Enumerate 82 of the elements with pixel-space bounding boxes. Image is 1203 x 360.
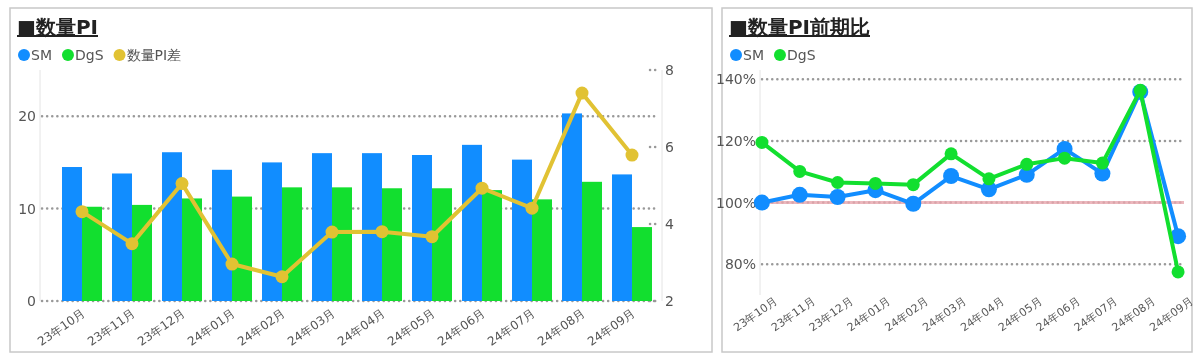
point [425, 230, 439, 244]
bar [182, 198, 202, 301]
bar [332, 187, 352, 301]
legend-label: 数量PI差 [126, 47, 182, 63]
y-tick-label: 10 [18, 200, 36, 217]
y2-tick-label: 6 [665, 139, 674, 155]
bar [82, 206, 102, 301]
x-tick-label: 24年08月 [535, 305, 588, 349]
point [791, 186, 808, 203]
point [175, 177, 189, 191]
x-tick-label: 24年09月 [585, 305, 638, 349]
point [906, 178, 920, 192]
point [275, 270, 289, 284]
x-tick-label: 24年06月 [435, 305, 488, 349]
bar [112, 173, 132, 301]
x-tick-label: 24年05月 [385, 305, 438, 349]
bar [282, 187, 302, 301]
point [375, 225, 389, 239]
y-tick-label: 120% [715, 132, 756, 149]
bar [212, 169, 232, 301]
y-tick-label: 20 [18, 108, 36, 125]
point [1171, 265, 1185, 279]
point [982, 172, 996, 186]
y2-tick-label: 8 [665, 62, 674, 78]
point [225, 257, 239, 271]
x-tick-label: 24年01月 [185, 305, 238, 349]
legend-label: DgS [74, 47, 104, 63]
y2-tick-label: 2 [665, 293, 674, 309]
bar [582, 181, 602, 301]
bar [412, 155, 432, 301]
point [125, 237, 139, 251]
bar [482, 190, 502, 301]
x-tick-label: 24年04月 [335, 305, 388, 349]
point [905, 195, 922, 212]
point [625, 148, 639, 162]
legend-label: SM [31, 47, 52, 63]
bar [162, 152, 182, 301]
point [829, 188, 846, 205]
point [1095, 156, 1109, 170]
point [943, 168, 960, 185]
x-tick-label: 23年12月 [135, 305, 188, 349]
bar [362, 153, 382, 301]
x-tick-label: 24年02月 [235, 305, 288, 349]
bar [562, 113, 582, 301]
y-tick-label: 0 [27, 293, 36, 309]
bar [382, 188, 402, 301]
y-tick-label: 80% [724, 256, 756, 273]
point [75, 205, 89, 219]
point [944, 147, 958, 161]
chart-title: ■数量PI [17, 15, 98, 39]
chart-title: ■数量PI前期比 [729, 15, 870, 39]
bar [232, 196, 252, 301]
bar [312, 153, 332, 301]
point [868, 176, 882, 190]
point [831, 176, 845, 189]
y-tick-label: 140% [715, 71, 756, 88]
x-tick-label: 24年07月 [485, 305, 538, 349]
x-tick-label: 23年10月 [35, 305, 88, 349]
legend-label: DgS [786, 47, 816, 63]
x-tick-label: 23年11月 [85, 305, 138, 349]
bar [512, 159, 532, 301]
bar [132, 204, 152, 301]
point [475, 181, 489, 195]
point [1058, 151, 1072, 165]
bar [532, 199, 552, 301]
bar [632, 227, 652, 301]
point [793, 164, 807, 178]
point [525, 201, 539, 215]
bar [262, 162, 282, 301]
point [755, 135, 769, 149]
bar [432, 188, 452, 301]
point [1020, 157, 1034, 171]
point [753, 194, 770, 211]
bar [62, 167, 82, 301]
point [575, 86, 589, 100]
point [325, 225, 339, 239]
bar [462, 144, 482, 301]
legend-label: SM [743, 47, 764, 63]
y-tick-label: 100% [715, 194, 756, 211]
x-tick-label: 24年03月 [285, 305, 338, 349]
bar [612, 174, 632, 301]
y2-tick-label: 4 [665, 216, 674, 232]
